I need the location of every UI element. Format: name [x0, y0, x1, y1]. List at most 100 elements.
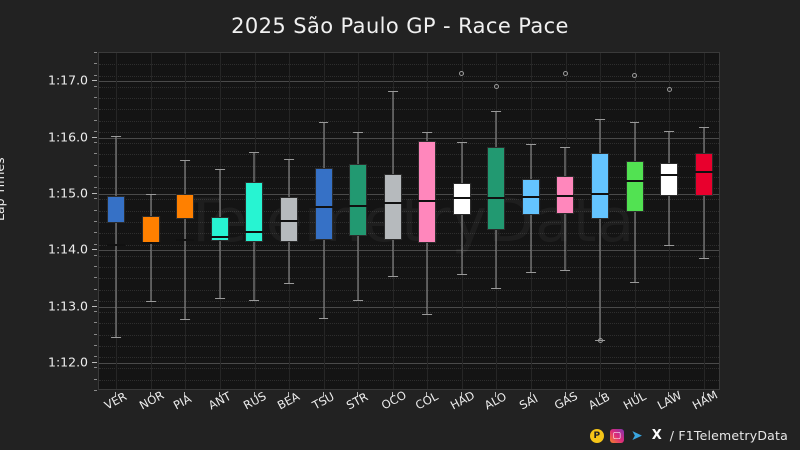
gridline-major — [99, 137, 719, 139]
gridline-major — [99, 306, 719, 308]
box-iqr[interactable] — [487, 146, 506, 230]
box-plot-had[interactable] — [445, 53, 480, 389]
gridline-vertical — [461, 53, 463, 389]
box-plot-alb[interactable] — [583, 53, 618, 389]
y-axis-tick-minor — [94, 333, 97, 335]
whisker-cap-lower — [387, 276, 398, 278]
median-line — [141, 242, 160, 245]
gridline-minor — [99, 379, 719, 381]
box-plot-tsu[interactable] — [306, 53, 341, 389]
telegram-icon[interactable]: ➤ — [630, 427, 643, 444]
box-plot-col[interactable] — [410, 53, 445, 389]
whisker-cap-lower — [318, 317, 329, 319]
y-axis-tick-minor — [94, 356, 97, 358]
whisker-cap-upper — [214, 169, 225, 171]
gridline-minor — [99, 199, 719, 201]
box-iqr[interactable] — [107, 196, 126, 224]
x-axis-tick-mark — [391, 392, 393, 397]
whisker-cap-lower — [560, 270, 571, 272]
x-axis-tick-mark — [495, 392, 497, 397]
x-icon[interactable]: X — [651, 428, 662, 443]
whisker-cap-upper — [491, 111, 502, 113]
gridline-minor — [99, 188, 719, 190]
box-iqr[interactable] — [383, 173, 402, 241]
y-axis-tick-label: 1:12.0 — [48, 354, 88, 370]
whisker-cap-lower — [249, 299, 260, 301]
y-axis-tick-minor — [94, 175, 97, 177]
gridline-vertical — [185, 53, 187, 389]
gridline-minor — [99, 86, 719, 88]
x-axis-tick-mark — [529, 392, 531, 397]
box-iqr[interactable] — [280, 196, 299, 243]
box-iqr[interactable] — [349, 163, 368, 237]
box-iqr[interactable] — [591, 153, 610, 219]
box-plot-rus[interactable] — [237, 53, 272, 389]
whisker-upper — [392, 90, 394, 174]
whisker-upper — [357, 131, 359, 164]
box-plot-sai[interactable] — [514, 53, 549, 389]
box-plot-ham[interactable] — [686, 53, 719, 389]
box-plot-bea[interactable] — [272, 53, 307, 389]
y-axis-tick-minor — [94, 187, 97, 189]
whisker-lower — [634, 211, 636, 282]
box-plot-hul[interactable] — [617, 53, 652, 389]
whisker-cap-upper — [111, 136, 122, 138]
gridline-vertical — [703, 53, 705, 389]
gridline-minor — [99, 357, 719, 359]
x-axis-tick-label-alb: ALB — [586, 389, 613, 413]
whisker-lower — [668, 196, 670, 245]
box-iqr[interactable] — [314, 167, 333, 240]
whisker-upper — [426, 131, 428, 142]
median-line — [107, 243, 126, 246]
box-iqr[interactable] — [418, 141, 437, 244]
gridline-minor — [99, 233, 719, 235]
y-axis-tick-minor — [94, 164, 97, 166]
whisker-cap-lower — [491, 288, 502, 290]
y-axis-tick-minor — [94, 266, 97, 268]
x-axis-tick-label-ver: VER — [102, 389, 130, 413]
page-title: 2025 São Paulo GP - Race Pace — [231, 14, 569, 38]
y-axis-tick-mark — [92, 305, 97, 307]
gridline-minor — [99, 278, 719, 280]
y-axis-tick-minor — [94, 344, 97, 346]
whisker-cap-upper — [422, 131, 433, 133]
box-iqr[interactable] — [176, 193, 195, 220]
whisker-upper — [184, 160, 186, 194]
box-plot-alo[interactable] — [479, 53, 514, 389]
whisker-lower — [426, 243, 428, 315]
box-iqr[interactable] — [141, 216, 160, 244]
box-plot-law[interactable] — [652, 53, 687, 389]
box-plot-pia[interactable] — [168, 53, 203, 389]
box-plot-nor[interactable] — [134, 53, 169, 389]
x-axis-tick-label-col: COL — [413, 388, 441, 413]
median-line — [556, 195, 575, 198]
box-iqr[interactable] — [556, 175, 575, 215]
box-plot-oco[interactable] — [375, 53, 410, 389]
y-axis-tick-minor — [94, 254, 97, 256]
median-line — [521, 195, 540, 198]
outlier-point — [666, 87, 672, 93]
whisker-upper — [530, 143, 532, 180]
instagram-icon[interactable]: ▢ — [609, 428, 624, 443]
gridline-minor — [99, 222, 719, 223]
gridline-minor — [99, 131, 719, 133]
box-plot-ver[interactable] — [99, 53, 134, 389]
box-plot-gas[interactable] — [548, 53, 583, 389]
box-iqr[interactable] — [625, 161, 644, 212]
patreon-icon[interactable]: P — [589, 428, 604, 443]
x-axis-tick-label-alo: ALO — [482, 389, 510, 413]
outlier-point — [597, 337, 603, 343]
box-iqr[interactable] — [694, 153, 713, 197]
x-axis-tick-mark — [357, 392, 359, 397]
box-iqr[interactable] — [245, 182, 264, 243]
whisker-cap-upper — [595, 119, 605, 121]
box-iqr[interactable] — [210, 216, 229, 242]
box-plot-ant[interactable] — [203, 53, 238, 389]
whisker-upper — [634, 121, 636, 162]
whisker-cap-upper — [249, 151, 260, 153]
whisker-lower — [150, 243, 152, 302]
box-iqr[interactable] — [660, 163, 679, 197]
median-line — [418, 199, 437, 202]
whisker-upper — [703, 127, 705, 154]
box-plot-str[interactable] — [341, 53, 376, 389]
